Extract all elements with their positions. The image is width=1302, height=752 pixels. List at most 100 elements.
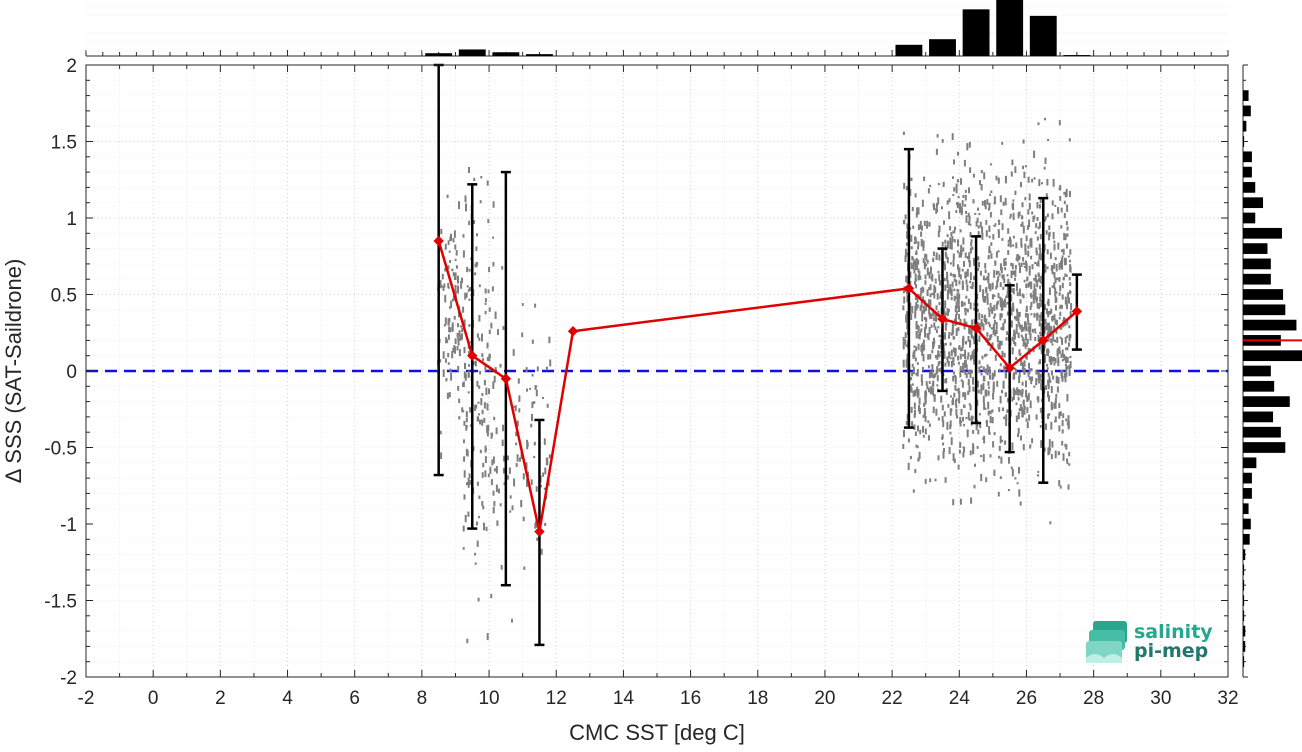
scatter-point — [931, 349, 934, 354]
scatter-point — [1054, 339, 1056, 343]
scatter-point — [1021, 406, 1024, 414]
scatter-point — [952, 260, 955, 267]
scatter-point — [1048, 376, 1051, 381]
scatter-point — [486, 403, 489, 411]
scatter-point — [1061, 370, 1064, 373]
y-tick-label: 1.5 — [51, 133, 77, 154]
scatter-point — [444, 295, 447, 303]
scatter-point — [903, 429, 905, 438]
scatter-point — [1068, 276, 1071, 281]
scatter-point — [1021, 202, 1024, 208]
scatter-point — [959, 498, 962, 505]
scatter-point — [531, 373, 534, 377]
scatter-point — [1017, 332, 1020, 339]
scatter-point — [1012, 199, 1015, 202]
scatter-point — [464, 362, 466, 370]
scatter-point — [439, 359, 442, 363]
scatter-point — [990, 327, 993, 330]
scatter-point — [952, 453, 955, 462]
scatter-point — [1061, 349, 1064, 358]
scatter-point — [1055, 264, 1058, 272]
scatter-point — [476, 416, 479, 422]
scatter-point — [458, 330, 461, 337]
scatter-point — [1063, 232, 1066, 241]
scatter-point — [917, 325, 920, 331]
scatter-point — [1050, 338, 1053, 343]
scatter-point — [1055, 305, 1057, 311]
scatter-point — [909, 387, 912, 392]
scatter-point — [1062, 453, 1065, 461]
scatter-point — [531, 401, 534, 409]
scatter-point — [531, 413, 533, 421]
scatter-point — [922, 341, 925, 344]
scatter-point — [439, 430, 442, 435]
scatter-point — [1016, 482, 1019, 485]
scatter-point — [1029, 283, 1031, 287]
scatter-point — [934, 281, 937, 284]
scatter-point — [925, 392, 928, 397]
scatter-point — [1039, 204, 1041, 209]
scatter-point — [958, 346, 961, 350]
scatter-point — [457, 337, 460, 343]
scatter-point — [1043, 447, 1046, 452]
right-hist-bar — [1243, 90, 1249, 101]
scatter-point — [1018, 322, 1021, 327]
y-tick-label: 1 — [66, 209, 77, 230]
scatter-point — [492, 381, 495, 389]
scatter-point — [985, 230, 988, 237]
scatter-point — [914, 295, 917, 300]
mean-point — [1038, 335, 1049, 346]
scatter-point — [962, 194, 965, 198]
scatter-point — [535, 486, 538, 492]
scatter-point — [905, 275, 908, 283]
scatter-point — [481, 333, 483, 342]
scatter-point — [1043, 304, 1046, 311]
scatter-point — [965, 416, 968, 420]
scatter-point — [990, 242, 993, 246]
scatter-point — [1022, 257, 1025, 262]
scatter-point — [906, 295, 909, 302]
scatter-point — [906, 326, 909, 329]
scatter-point — [1007, 243, 1010, 247]
scatter-point — [1065, 356, 1067, 364]
scatter-point — [1025, 305, 1028, 312]
scatter-point — [943, 448, 945, 453]
scatter-point — [1028, 362, 1030, 369]
scatter-point — [513, 405, 516, 408]
scatter-point — [909, 384, 912, 389]
scatter-point — [980, 390, 983, 395]
scatter-point — [1010, 171, 1013, 177]
scatter-point — [967, 335, 970, 342]
scatter-point — [1011, 263, 1014, 270]
scatter-point — [985, 220, 988, 225]
scatter-point — [1058, 317, 1061, 320]
scatter-point — [963, 318, 966, 327]
scatter-point — [1022, 344, 1025, 347]
scatter-point — [1041, 182, 1043, 185]
scatter-point — [904, 339, 907, 345]
scatter-point — [927, 420, 930, 424]
scatter-point — [987, 381, 990, 386]
scatter-point — [1047, 391, 1049, 398]
scatter-point — [1046, 178, 1049, 186]
scatter-point — [950, 296, 953, 301]
scatter-point — [476, 481, 479, 486]
scatter-point — [1033, 177, 1036, 180]
scatter-point — [1046, 363, 1049, 367]
scatter-point — [456, 346, 459, 351]
right-hist-bar — [1243, 258, 1271, 270]
scatter-point — [982, 382, 985, 391]
scatter-point — [957, 239, 959, 247]
scatter-point — [931, 364, 934, 367]
scatter-point — [969, 302, 972, 310]
scatter-point — [925, 381, 928, 386]
scatter-point — [989, 347, 992, 352]
right-hist-bar — [1243, 656, 1245, 668]
scatter-point — [946, 271, 949, 279]
scatter-point — [986, 364, 989, 373]
scatter-point — [982, 323, 985, 331]
scatter-point — [905, 344, 908, 347]
scatter-point — [1069, 190, 1071, 197]
scatter-point — [476, 333, 479, 338]
scatter-point — [492, 236, 495, 239]
